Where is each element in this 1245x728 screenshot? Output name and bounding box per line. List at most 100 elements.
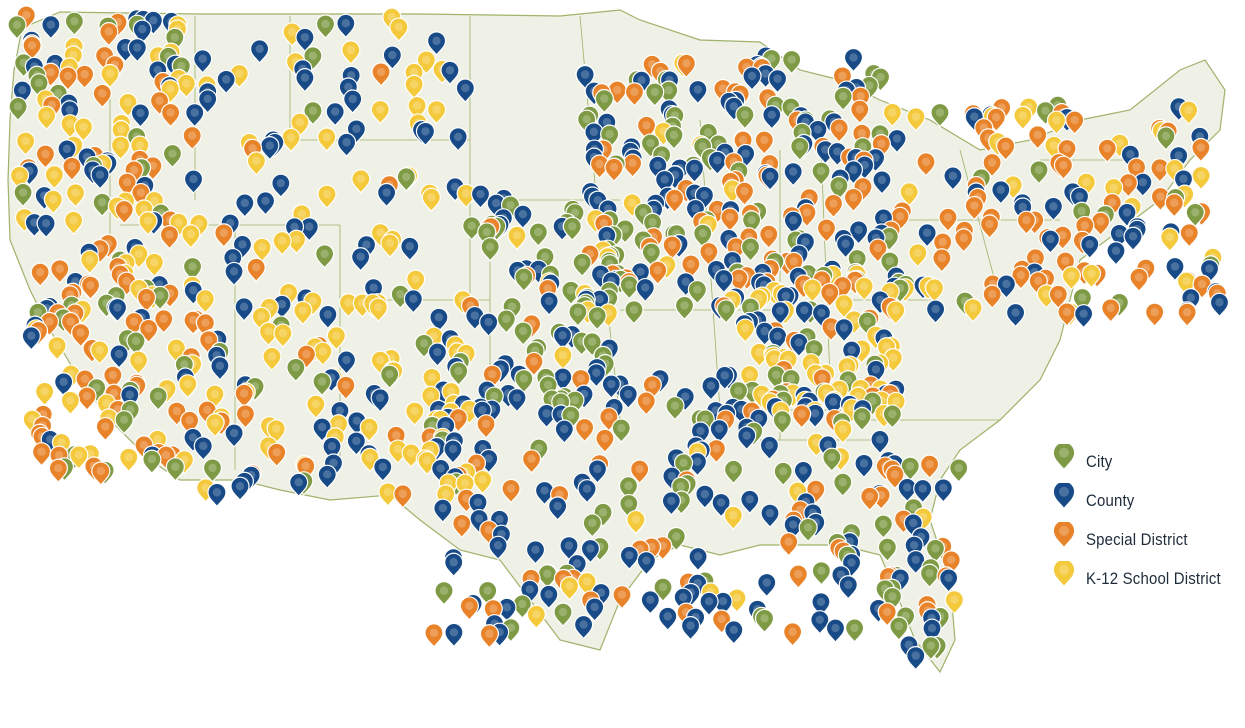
legend-item-county: County	[1050, 481, 1245, 520]
county-marker	[584, 122, 604, 147]
city-marker	[562, 216, 582, 242]
special-district-marker	[1028, 125, 1048, 150]
school-district-marker	[341, 40, 361, 65]
county-marker	[250, 39, 270, 64]
city-marker	[833, 86, 853, 112]
school-district-marker	[944, 590, 964, 615]
city-marker	[889, 616, 909, 642]
city-marker	[1029, 160, 1049, 185]
special-district-marker	[829, 118, 849, 143]
county-marker	[580, 538, 601, 564]
school-district-marker	[178, 374, 198, 399]
county-marker	[295, 68, 315, 93]
city-marker	[811, 161, 831, 186]
city-marker	[553, 602, 573, 628]
school-district-marker	[181, 224, 201, 249]
school-district-marker	[404, 74, 424, 100]
city-marker	[664, 125, 684, 151]
school-district-marker	[559, 576, 580, 601]
city-marker	[925, 538, 946, 564]
county-marker	[479, 312, 499, 338]
school-district-marker	[272, 231, 292, 256]
school-district-marker	[906, 107, 926, 132]
county-marker	[336, 132, 357, 158]
city-marker	[665, 396, 685, 421]
school-district-marker	[286, 229, 307, 255]
city-marker	[514, 368, 534, 394]
county-marker	[943, 166, 963, 191]
special-district-marker	[1057, 302, 1077, 327]
special-district-marker	[1016, 210, 1037, 236]
school-district-marker	[138, 211, 158, 236]
city-marker	[740, 237, 761, 262]
special-district-marker	[1191, 137, 1211, 163]
special-district-marker	[35, 144, 56, 169]
marker-layer	[7, 5, 1230, 671]
county-marker	[762, 105, 782, 130]
city-marker	[829, 175, 849, 201]
special-district-marker	[159, 225, 180, 250]
school-district-marker	[306, 394, 326, 420]
county-marker	[585, 597, 605, 623]
special-district-marker	[476, 414, 496, 439]
city-marker	[148, 386, 168, 411]
city-marker	[877, 537, 897, 563]
county-marker	[448, 127, 468, 152]
county-marker	[713, 591, 733, 617]
city-marker	[528, 222, 548, 248]
city-marker	[674, 295, 695, 321]
county-marker	[559, 536, 579, 561]
city-marker	[126, 331, 146, 356]
school-district-marker	[723, 505, 743, 531]
special-district-marker	[779, 532, 799, 557]
county-marker	[794, 300, 814, 326]
county-marker	[534, 480, 555, 506]
school-district-marker	[246, 151, 267, 176]
county-marker	[695, 484, 715, 510]
city-marker	[315, 244, 335, 269]
school-district-marker	[176, 73, 196, 99]
county-marker	[513, 204, 533, 230]
school-district-marker	[405, 401, 425, 427]
county-marker	[400, 236, 420, 262]
county-marker	[767, 69, 788, 94]
city-marker	[1156, 126, 1176, 151]
special-district-marker	[479, 624, 499, 649]
special-district-marker	[74, 64, 95, 90]
county-marker	[760, 166, 780, 192]
county-marker	[1074, 304, 1094, 329]
school-district-marker	[421, 187, 441, 213]
county-marker	[742, 66, 762, 91]
county-marker	[587, 459, 608, 484]
county-marker	[351, 247, 371, 272]
county-marker	[688, 79, 708, 105]
county-marker	[793, 460, 813, 486]
county-marker	[740, 489, 760, 515]
county-marker	[658, 606, 678, 632]
county-marker	[701, 376, 721, 401]
county-marker	[54, 372, 74, 397]
special-district-marker	[938, 207, 958, 233]
special-district-marker	[964, 195, 984, 221]
special-district-marker	[676, 53, 696, 79]
special-district-marker	[788, 564, 808, 590]
city-marker	[449, 361, 469, 386]
county-marker	[41, 15, 61, 40]
county-marker	[426, 31, 447, 56]
special-district-marker	[823, 193, 844, 219]
county-marker	[854, 453, 874, 479]
school-district-marker	[854, 276, 874, 302]
city-marker	[13, 182, 33, 208]
city-marker	[811, 561, 831, 586]
county-marker	[933, 478, 953, 503]
legend-item-special-district: Special District	[1050, 520, 1245, 559]
legend-item-school-district: K-12 School District	[1050, 559, 1245, 598]
special-district-marker	[80, 275, 101, 301]
special-district-marker	[1048, 284, 1068, 310]
school-district-marker	[351, 169, 371, 194]
city-marker	[165, 457, 185, 482]
school-district-marker	[110, 135, 131, 161]
county-marker	[216, 69, 236, 95]
county-marker	[709, 419, 729, 444]
